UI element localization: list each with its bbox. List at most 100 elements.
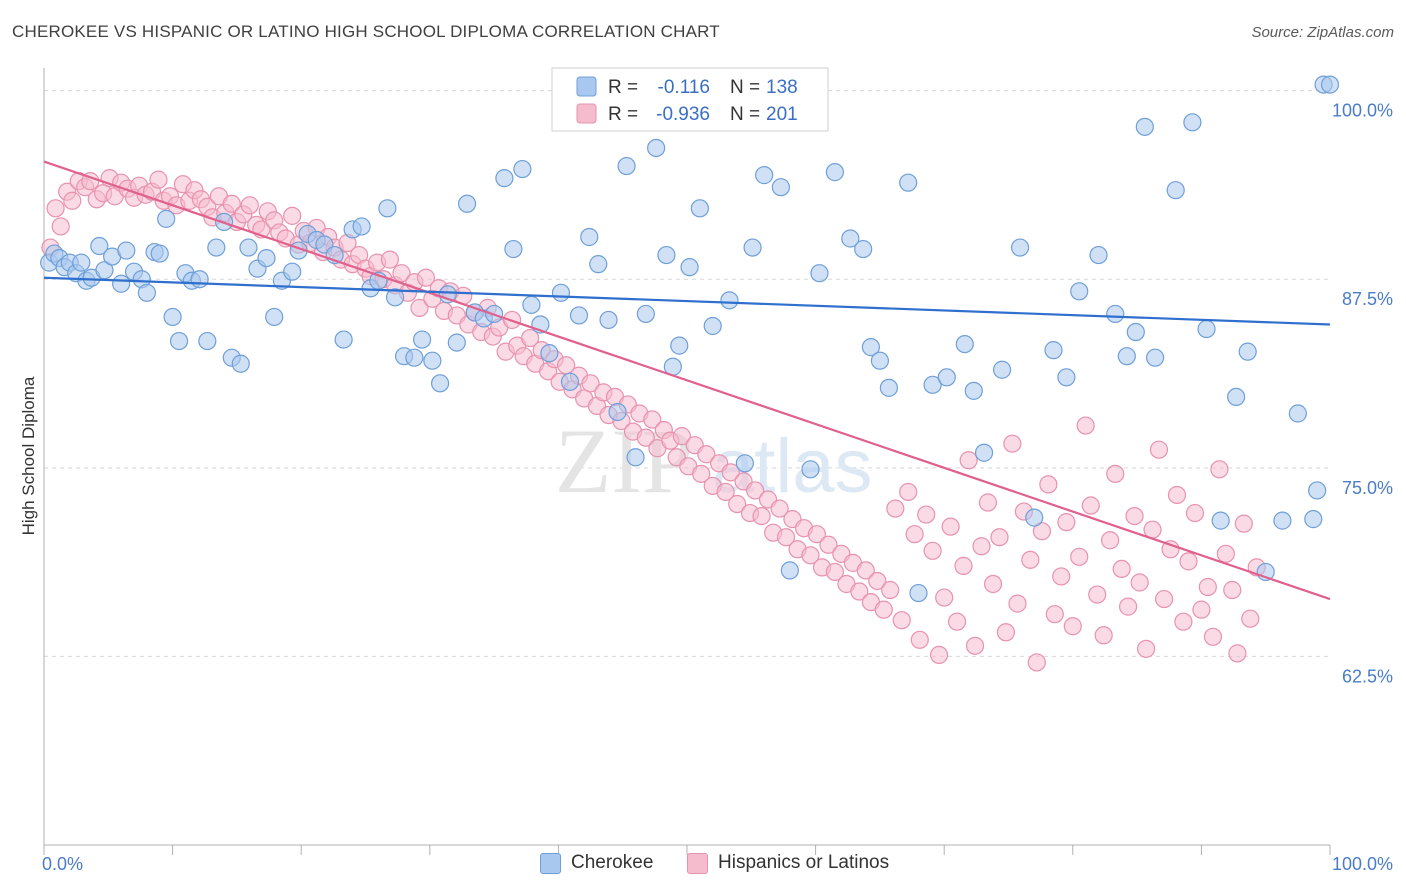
legend-r-label-1: R = (608, 77, 638, 98)
hispanic-point (972, 537, 991, 556)
hispanic-point (1003, 434, 1022, 453)
hispanic-point (1021, 550, 1040, 569)
hispanic-point (935, 588, 954, 607)
y-tick-label: 75.0% (1342, 478, 1393, 498)
cherokee-point (1320, 75, 1340, 94)
hispanic-point (910, 630, 929, 649)
cherokee-point (447, 333, 466, 352)
hispanic-point (1216, 544, 1235, 563)
cherokee-point (412, 330, 432, 349)
hispanic-point (1118, 597, 1138, 616)
hispanic-point (643, 410, 662, 429)
hispanic-point (819, 535, 838, 554)
hispanic-point (1130, 573, 1149, 592)
cherokee-point (265, 307, 284, 327)
hispanic-point (1174, 612, 1193, 631)
cherokee-point (861, 338, 880, 357)
hispanic-point (1070, 547, 1089, 566)
cherokee-point (1146, 348, 1165, 367)
hispanic-point (1223, 580, 1242, 600)
cherokee-point (964, 381, 983, 400)
legend-top-frame (551, 67, 829, 132)
hispanic-point (874, 600, 893, 619)
cherokee-point (841, 229, 860, 248)
legend-item-cherokee[interactable]: Cherokee (540, 852, 653, 874)
cherokee-point (1117, 347, 1136, 366)
hispanic-point (1094, 626, 1113, 645)
legend-n-label-1: N = (730, 77, 760, 98)
x-tick-label-max: 100.0% (1332, 854, 1393, 874)
hispanic-point (1039, 475, 1058, 494)
cherokee-point (923, 375, 942, 394)
hispanic-point (1008, 594, 1027, 613)
cherokee-point (1183, 113, 1202, 132)
hispanic-point (801, 546, 820, 565)
hispanic-point (1198, 577, 1217, 597)
cherokee-point (755, 166, 774, 185)
hispanic-point (923, 541, 942, 560)
cherokee-point (992, 360, 1012, 379)
cherokee-point (608, 402, 627, 422)
cherokee-point (198, 331, 217, 351)
cherokee-point (955, 334, 974, 354)
hispanic-point (1210, 460, 1229, 479)
cherokee-point (937, 368, 956, 387)
cherokee-point (513, 159, 532, 179)
hispanic-point (240, 196, 259, 215)
legend-n-value-2: 201 (766, 104, 798, 125)
cherokee-point (1211, 511, 1230, 530)
cherokee-point (117, 241, 136, 260)
hispanic-point (868, 571, 887, 591)
cherokee-point (1010, 238, 1030, 257)
hispanic-point (283, 206, 302, 225)
cherokee-point (1308, 481, 1327, 500)
cherokee-point (551, 283, 571, 302)
cherokee-point (743, 238, 762, 257)
hispanic-point (1076, 416, 1095, 435)
cherokee-point (72, 253, 91, 272)
cherokee-point (589, 255, 608, 274)
hispanic-point (1161, 540, 1180, 559)
y-tick-label: 100.0% (1332, 101, 1393, 121)
hispanic-swatch (687, 852, 708, 874)
cherokee-point (647, 138, 666, 158)
x-tick-label-min: 0.0% (42, 854, 83, 874)
legend-item-hispanic[interactable]: Hispanics or Latinos (687, 852, 889, 874)
hispanic-point (1057, 513, 1076, 532)
hispanic-point (1179, 552, 1198, 571)
hispanic-point (1112, 559, 1131, 579)
cherokee-point (1106, 304, 1125, 324)
cherokee-point (378, 199, 397, 218)
hispanic-point (990, 528, 1009, 547)
hispanic-point (1100, 531, 1120, 550)
cherokee-point (522, 295, 541, 314)
cherokee-point (1288, 404, 1307, 423)
hispanic-point (672, 427, 691, 446)
cherokee-point (1227, 387, 1246, 407)
cherokee-point (405, 348, 424, 367)
cherokee-point (690, 199, 709, 218)
hispanic-point (392, 264, 411, 283)
cherokee-point (680, 258, 699, 277)
hispanic-point (959, 451, 978, 470)
cherokee-point (599, 310, 618, 330)
legend-n-label-2: N = (730, 104, 760, 125)
hispanic-point (410, 298, 429, 317)
hispanic-point (1192, 600, 1211, 619)
legend-cherokee-swatch (576, 76, 597, 97)
legend-r-label-2: R = (608, 104, 638, 125)
hispanic-point (1228, 644, 1247, 663)
hispanic-point (1185, 503, 1205, 523)
cherokee-point (870, 351, 890, 370)
cherokee-point (825, 163, 844, 182)
hispanic-point (983, 574, 1003, 594)
cherokee-point (703, 316, 722, 336)
cherokee-point (385, 288, 405, 307)
cherokee-point (257, 249, 276, 268)
cherokee-point (90, 236, 109, 256)
hispanic-point (1137, 639, 1156, 658)
cherokee-point (457, 194, 477, 213)
cherokee-point (720, 291, 739, 310)
cherokee-point (239, 238, 258, 257)
hispanic-point (521, 328, 540, 348)
